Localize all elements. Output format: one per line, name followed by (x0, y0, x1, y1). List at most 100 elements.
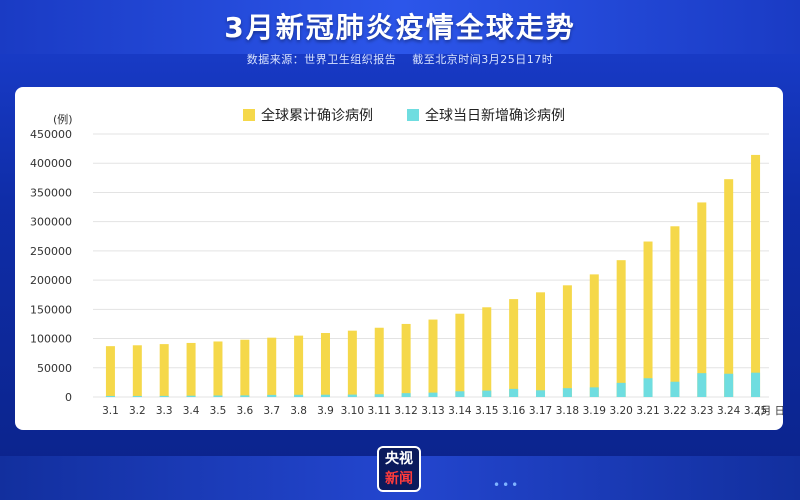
y-unit-label: (例) (53, 112, 73, 126)
x-tick-label: 3.7 (263, 405, 280, 417)
header-band (0, 0, 800, 54)
bar-daily (105, 395, 115, 397)
x-tick-label: 3.21 (636, 405, 659, 417)
legend-label: 全球当日新增确诊病例 (425, 107, 565, 124)
bar-cumulative (105, 346, 115, 397)
legend-swatch (243, 109, 255, 121)
bar-daily (186, 395, 196, 397)
x-axis: 3.1 3.2 3.3 3.4 3.5 3.6 3.7 3.8 3.9 3.10 3.11 3.12 3… (102, 405, 783, 417)
bar-cumulative (751, 154, 761, 397)
x-tick-label: 3.12 (394, 405, 417, 417)
y-tick-label: 350000 (30, 186, 72, 199)
x-tick-label: 3.6 (236, 405, 253, 417)
x-unit-label: (月 日) (757, 405, 783, 417)
y-tick-label: 400000 (30, 157, 72, 170)
x-tick-label: 3.2 (129, 405, 146, 417)
y-tick-label: 200000 (30, 274, 72, 287)
legend-label: 全球累计确诊病例 (261, 107, 373, 124)
x-tick-label: 3.14 (448, 405, 472, 417)
bar-cumulative (132, 345, 142, 397)
bar-cumulative (589, 274, 599, 397)
bar-daily (267, 394, 277, 397)
x-tick-label: 3.22 (663, 405, 686, 417)
bar-cumulative (509, 299, 519, 397)
x-tick-label: 3.1 (102, 405, 119, 417)
bar-cumulative (536, 292, 546, 397)
bar-cumulative (724, 179, 734, 397)
x-tick-label: 3.3 (156, 405, 173, 417)
bar-daily (132, 395, 142, 397)
bar-cumulative (670, 226, 680, 397)
bar-daily (509, 388, 519, 397)
bar-cumulative (267, 337, 277, 397)
x-tick-label: 3.17 (529, 405, 552, 417)
bar-daily (482, 390, 492, 397)
bar-cumulative (320, 333, 330, 397)
bar-cumulative (401, 323, 411, 397)
data-source-text: 数据来源：世界卫生组织报告 (246, 53, 397, 66)
x-tick-label: 3.23 (690, 405, 713, 417)
bar-cumulative (347, 330, 357, 397)
bar-cumulative (374, 327, 384, 397)
logo-line1: 央视 (385, 451, 413, 467)
bars (105, 154, 761, 397)
y-tick-label: 150000 (30, 303, 72, 316)
x-tick-label: 3.18 (556, 405, 579, 417)
cutoff-time-text: 截至北京时间3月25日17时 (412, 53, 554, 66)
bar-daily (401, 393, 411, 397)
page-title: 3月新冠肺炎疫情全球走势 (224, 11, 576, 44)
x-tick-label: 3.15 (475, 405, 498, 417)
bar-cumulative (294, 335, 304, 397)
x-tick-label: 3.20 (609, 405, 632, 417)
bar-cumulative (428, 319, 438, 397)
x-tick-label: 3.10 (341, 405, 364, 417)
logo-line2: 新闻 (385, 471, 413, 487)
chart-panel: 0 50000 100000 150000 200000 250000 300000 3500… (15, 87, 783, 430)
x-tick-label: 3.5 (210, 405, 227, 417)
bar-cumulative (240, 339, 250, 397)
bar-daily (589, 387, 599, 397)
x-tick-label: 3.25 (744, 405, 767, 417)
bar-daily (428, 392, 438, 397)
y-tick-label: 100000 (30, 333, 72, 346)
bar-cumulative (455, 313, 465, 397)
bar-daily (697, 373, 707, 397)
bar-cumulative (562, 285, 572, 397)
bar-cumulative (697, 202, 707, 397)
bar-chart: 0 50000 100000 150000 200000 250000 300000 3500… (30, 107, 783, 417)
bar-daily (159, 395, 169, 397)
bar-daily (562, 388, 572, 397)
x-tick-label: 3.19 (583, 405, 606, 417)
x-tick-label: 3.16 (502, 405, 526, 417)
x-tick-label: 3.4 (183, 405, 200, 417)
bar-daily (455, 391, 465, 397)
bar-daily (374, 394, 384, 397)
bar-daily (643, 378, 653, 397)
bar-cumulative (643, 241, 653, 397)
y-axis: 0 50000 100000 150000 200000 250000 300000 3500… (30, 112, 73, 404)
bar-daily (536, 390, 546, 397)
bar-cumulative (186, 342, 196, 397)
x-tick-label: 3.8 (290, 405, 307, 417)
legend: 全球累计确诊病例 全球当日新增确诊病例 (243, 107, 565, 124)
pagination-dots: ••• (493, 478, 521, 492)
bar-cumulative (213, 341, 223, 397)
bar-daily (347, 394, 357, 397)
bar-daily (751, 372, 761, 397)
y-tick-label: 250000 (30, 245, 72, 258)
x-tick-label: 3.11 (368, 405, 391, 417)
bar-cumulative (482, 307, 492, 397)
bar-daily (670, 381, 680, 397)
cctv-news-logo: 央视 新闻 (377, 446, 421, 492)
x-tick-label: 3.24 (717, 405, 741, 417)
legend-swatch (407, 109, 419, 121)
bar-daily (724, 373, 734, 397)
bar-daily (294, 394, 304, 397)
y-tick-label: 50000 (37, 362, 72, 375)
y-tick-label: 0 (65, 391, 72, 404)
bar-cumulative (616, 260, 626, 397)
bar-daily (213, 395, 223, 397)
source-line: 数据来源：世界卫生组织报告 截至北京时间3月25日17时 (0, 51, 800, 67)
x-tick-label: 3.13 (421, 405, 444, 417)
bar-daily (616, 382, 626, 397)
